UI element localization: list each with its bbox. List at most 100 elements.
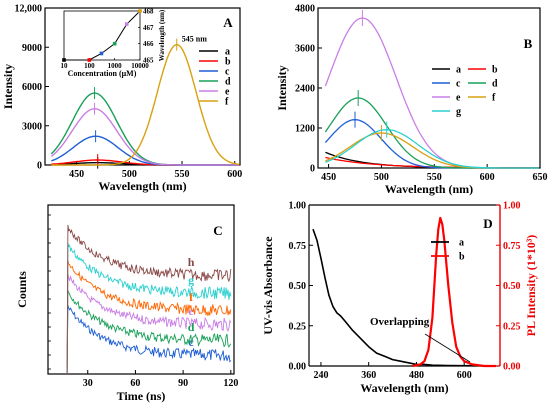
panel-a-ytick-label: 6000 — [22, 82, 42, 93]
panel-a-series-d — [50, 92, 240, 166]
panel-b-ytick-label: 0 — [310, 164, 315, 175]
panel-d-xlabel: Wavelength (nm) — [360, 381, 448, 395]
panel-b-xtick-label: 550 — [427, 172, 442, 183]
panel-c-ylabel: Counts — [15, 271, 29, 308]
panel-a-inset-ytick-label: 468 — [143, 8, 154, 16]
panel-b-ytick-label: 4800 — [295, 4, 315, 15]
panel-d-y2tick-label: 1.00 — [503, 201, 521, 212]
panel-b-legend-label-d: d — [492, 79, 498, 90]
panel-d-ylabel: UV-vis Absorbance — [261, 236, 275, 335]
panel-a-inset-point — [112, 41, 117, 46]
panel-b-xtick-label: 450 — [321, 172, 336, 183]
panel-a-legend-label-b: b — [225, 57, 231, 68]
panel-d-y2tick-label: 0.75 — [503, 241, 521, 252]
panel-d-y2tick-label: 0.25 — [503, 321, 521, 332]
panel-c-xtick-label: 90 — [178, 378, 188, 389]
panel-a-ytick-label: 12,000 — [15, 4, 43, 15]
panel-a-legend-label-e: e — [225, 87, 230, 98]
panel-c-curve-label-f: f — [189, 290, 194, 304]
panel-a-inset-ytick-label: 466 — [143, 40, 154, 48]
panel-b-ytick-label: 2400 — [295, 84, 315, 95]
panel-d-y2tick-label: 0.00 — [503, 362, 521, 373]
panel-d-legend-label-b: b — [459, 252, 465, 263]
panel-c-series-f — [66, 259, 232, 375]
panel-d-ytick-label: 0.25 — [289, 321, 307, 332]
panel-a-inset-point — [87, 58, 92, 62]
panel-d-y2tick-label: 0.50 — [503, 281, 521, 292]
panel-a-inset-xtick-label: 100 — [84, 62, 95, 70]
panel-d-legend-label-a: a — [459, 238, 464, 249]
panel-c-xtick-label: 60 — [130, 378, 140, 389]
panel-d-ytick-label: 0.00 — [289, 362, 307, 373]
panel-a-xtick-label: 500 — [122, 169, 137, 180]
panel-a-ylabel: Intensity — [1, 64, 15, 109]
panel-a-xtick-label: 450 — [69, 169, 84, 180]
panel-a-ytick-label: 0 — [37, 161, 42, 172]
panel-c-letter: C — [213, 223, 222, 238]
panel-c-series-d — [66, 289, 232, 375]
panel-a-legend-label-c: c — [225, 67, 230, 78]
panel-a-annotation: 545 nm — [182, 35, 207, 44]
panel-b-series-g — [325, 129, 539, 169]
panel-d-annotation-pointer — [424, 333, 471, 363]
panel-a-series-e — [50, 108, 240, 166]
panel-b-xtick-label: 650 — [533, 172, 548, 183]
panel-a-inset-point — [62, 58, 66, 62]
panel-b-xtick-label: 500 — [374, 172, 389, 183]
panel-b-letter: B — [524, 36, 533, 51]
panel-c-xlabel: Time (ns) — [117, 389, 166, 403]
panel-b-legend-label-b: b — [492, 65, 498, 76]
panel-a-xlabel: Wavelength (nm) — [98, 179, 186, 193]
panel-a-inset-ytick-label: 467 — [143, 24, 154, 32]
panel-b-xlabel: Wavelength (nm) — [385, 182, 473, 196]
panel-d-ytick-label: 0.75 — [289, 241, 307, 252]
panel-b-legend-label-c: c — [456, 79, 461, 90]
panel-a-inset-xtick-label: 10000 — [131, 62, 149, 70]
panel-b-legend-label-g: g — [456, 107, 461, 118]
panel-a-series-f — [51, 43, 240, 166]
panel-c-xtick-label: 120 — [223, 378, 238, 389]
panel-d-xtick-label: 480 — [409, 370, 424, 381]
panel-b-series-e — [324, 17, 539, 169]
panel-a-legend-label-f: f — [225, 97, 229, 108]
panel-a-inset-line — [64, 10, 141, 61]
panel-b-frame — [317, 7, 541, 169]
panel-d-letter: D — [483, 216, 492, 231]
panel-b-ytick-label: 3600 — [295, 44, 315, 55]
panel-d-xtick-label: 240 — [313, 370, 328, 381]
panel-d-annotation: Overlapping — [370, 316, 430, 328]
panel-b-ylabel: Intensity — [275, 65, 289, 110]
panel-d-xtick-label: 600 — [457, 370, 472, 381]
panel-c-series-e — [66, 273, 232, 375]
panel-c-frame — [47, 204, 235, 375]
panel-d-ytick-label: 1.00 — [289, 201, 307, 212]
panel-d-y2label: PL Intensity (1*10³) — [524, 235, 538, 337]
panel-b-legend-label-e: e — [456, 93, 461, 104]
panel-c-series-h — [66, 224, 232, 375]
panel-c-curve-label-e: e — [188, 304, 194, 318]
panel-d-ytick-label: 0.50 — [289, 281, 307, 292]
panel-a-inset-ylabel: Wavelength (nm) — [158, 9, 166, 61]
panel-a-ytick-label: 9000 — [22, 43, 42, 54]
panel-c-curve-label-d: d — [188, 320, 195, 334]
panel-a-inset-xtick-label: 10 — [61, 62, 69, 70]
panel-b-ytick-label: 1200 — [295, 124, 315, 135]
panel-a-xtick-label: 600 — [227, 169, 242, 180]
panel-d-series-b — [412, 216, 496, 368]
panel-c-series-c — [66, 304, 232, 375]
panel-c-curve-label-g: g — [188, 273, 194, 287]
panel-a-inset-xlabel: Concentration (μM) — [68, 69, 137, 78]
panel-a-ytick-label: 3000 — [22, 121, 42, 132]
panel-c-xtick-label: 30 — [83, 378, 93, 389]
panel-a-letter: A — [223, 15, 233, 30]
panel-b-legend-label-f: f — [492, 93, 496, 104]
panel-d-xtick-label: 360 — [361, 370, 376, 381]
panel-a-inset-xtick-label: 1000 — [108, 62, 123, 70]
panel-b-xtick-label: 600 — [480, 172, 495, 183]
panel-a-inset-point — [124, 22, 129, 26]
panel-d-series-a — [312, 228, 496, 367]
panel-a-xtick-label: 550 — [175, 169, 190, 180]
panel-c-curve-label-h: h — [188, 255, 195, 269]
panel-a-inset-point — [138, 9, 142, 13]
